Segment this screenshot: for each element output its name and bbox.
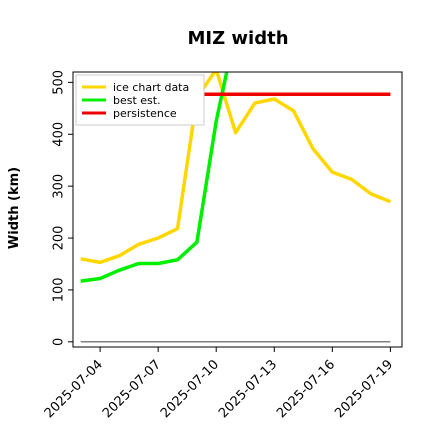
legend: ice chart data best est. persistence xyxy=(75,74,205,126)
y-tick-label: 200 xyxy=(52,226,67,251)
y-tick-label: 0 xyxy=(52,338,67,346)
plot-frame xyxy=(72,71,403,348)
y-tick-label: 400 xyxy=(52,122,67,147)
series-line-best-est xyxy=(80,72,229,283)
legend-label-best-est: best est. xyxy=(113,94,161,107)
series-layer xyxy=(80,72,392,343)
y-tick-label: 500 xyxy=(52,70,67,95)
legend-label-ice-chart-data: ice chart data xyxy=(113,81,189,94)
x-tick-label: 2025-07-10 xyxy=(158,357,222,421)
x-tick-label: 2025-07-16 xyxy=(274,357,338,421)
series-line-ice-chart-data xyxy=(80,72,392,265)
x-tick-label: 2025-07-04 xyxy=(42,357,106,421)
x-tick-label: 2025-07-07 xyxy=(100,357,164,421)
legend-label-persistence: persistence xyxy=(113,107,177,120)
x-tick-label: 2025-07-19 xyxy=(332,357,396,421)
y-axis-label: Width (km) xyxy=(7,167,22,249)
y-tick-label: 300 xyxy=(52,174,67,199)
chart-title: MIZ width xyxy=(187,28,288,49)
x-tick-label: 2025-07-13 xyxy=(216,357,280,421)
y-tick-label: 100 xyxy=(52,277,67,302)
